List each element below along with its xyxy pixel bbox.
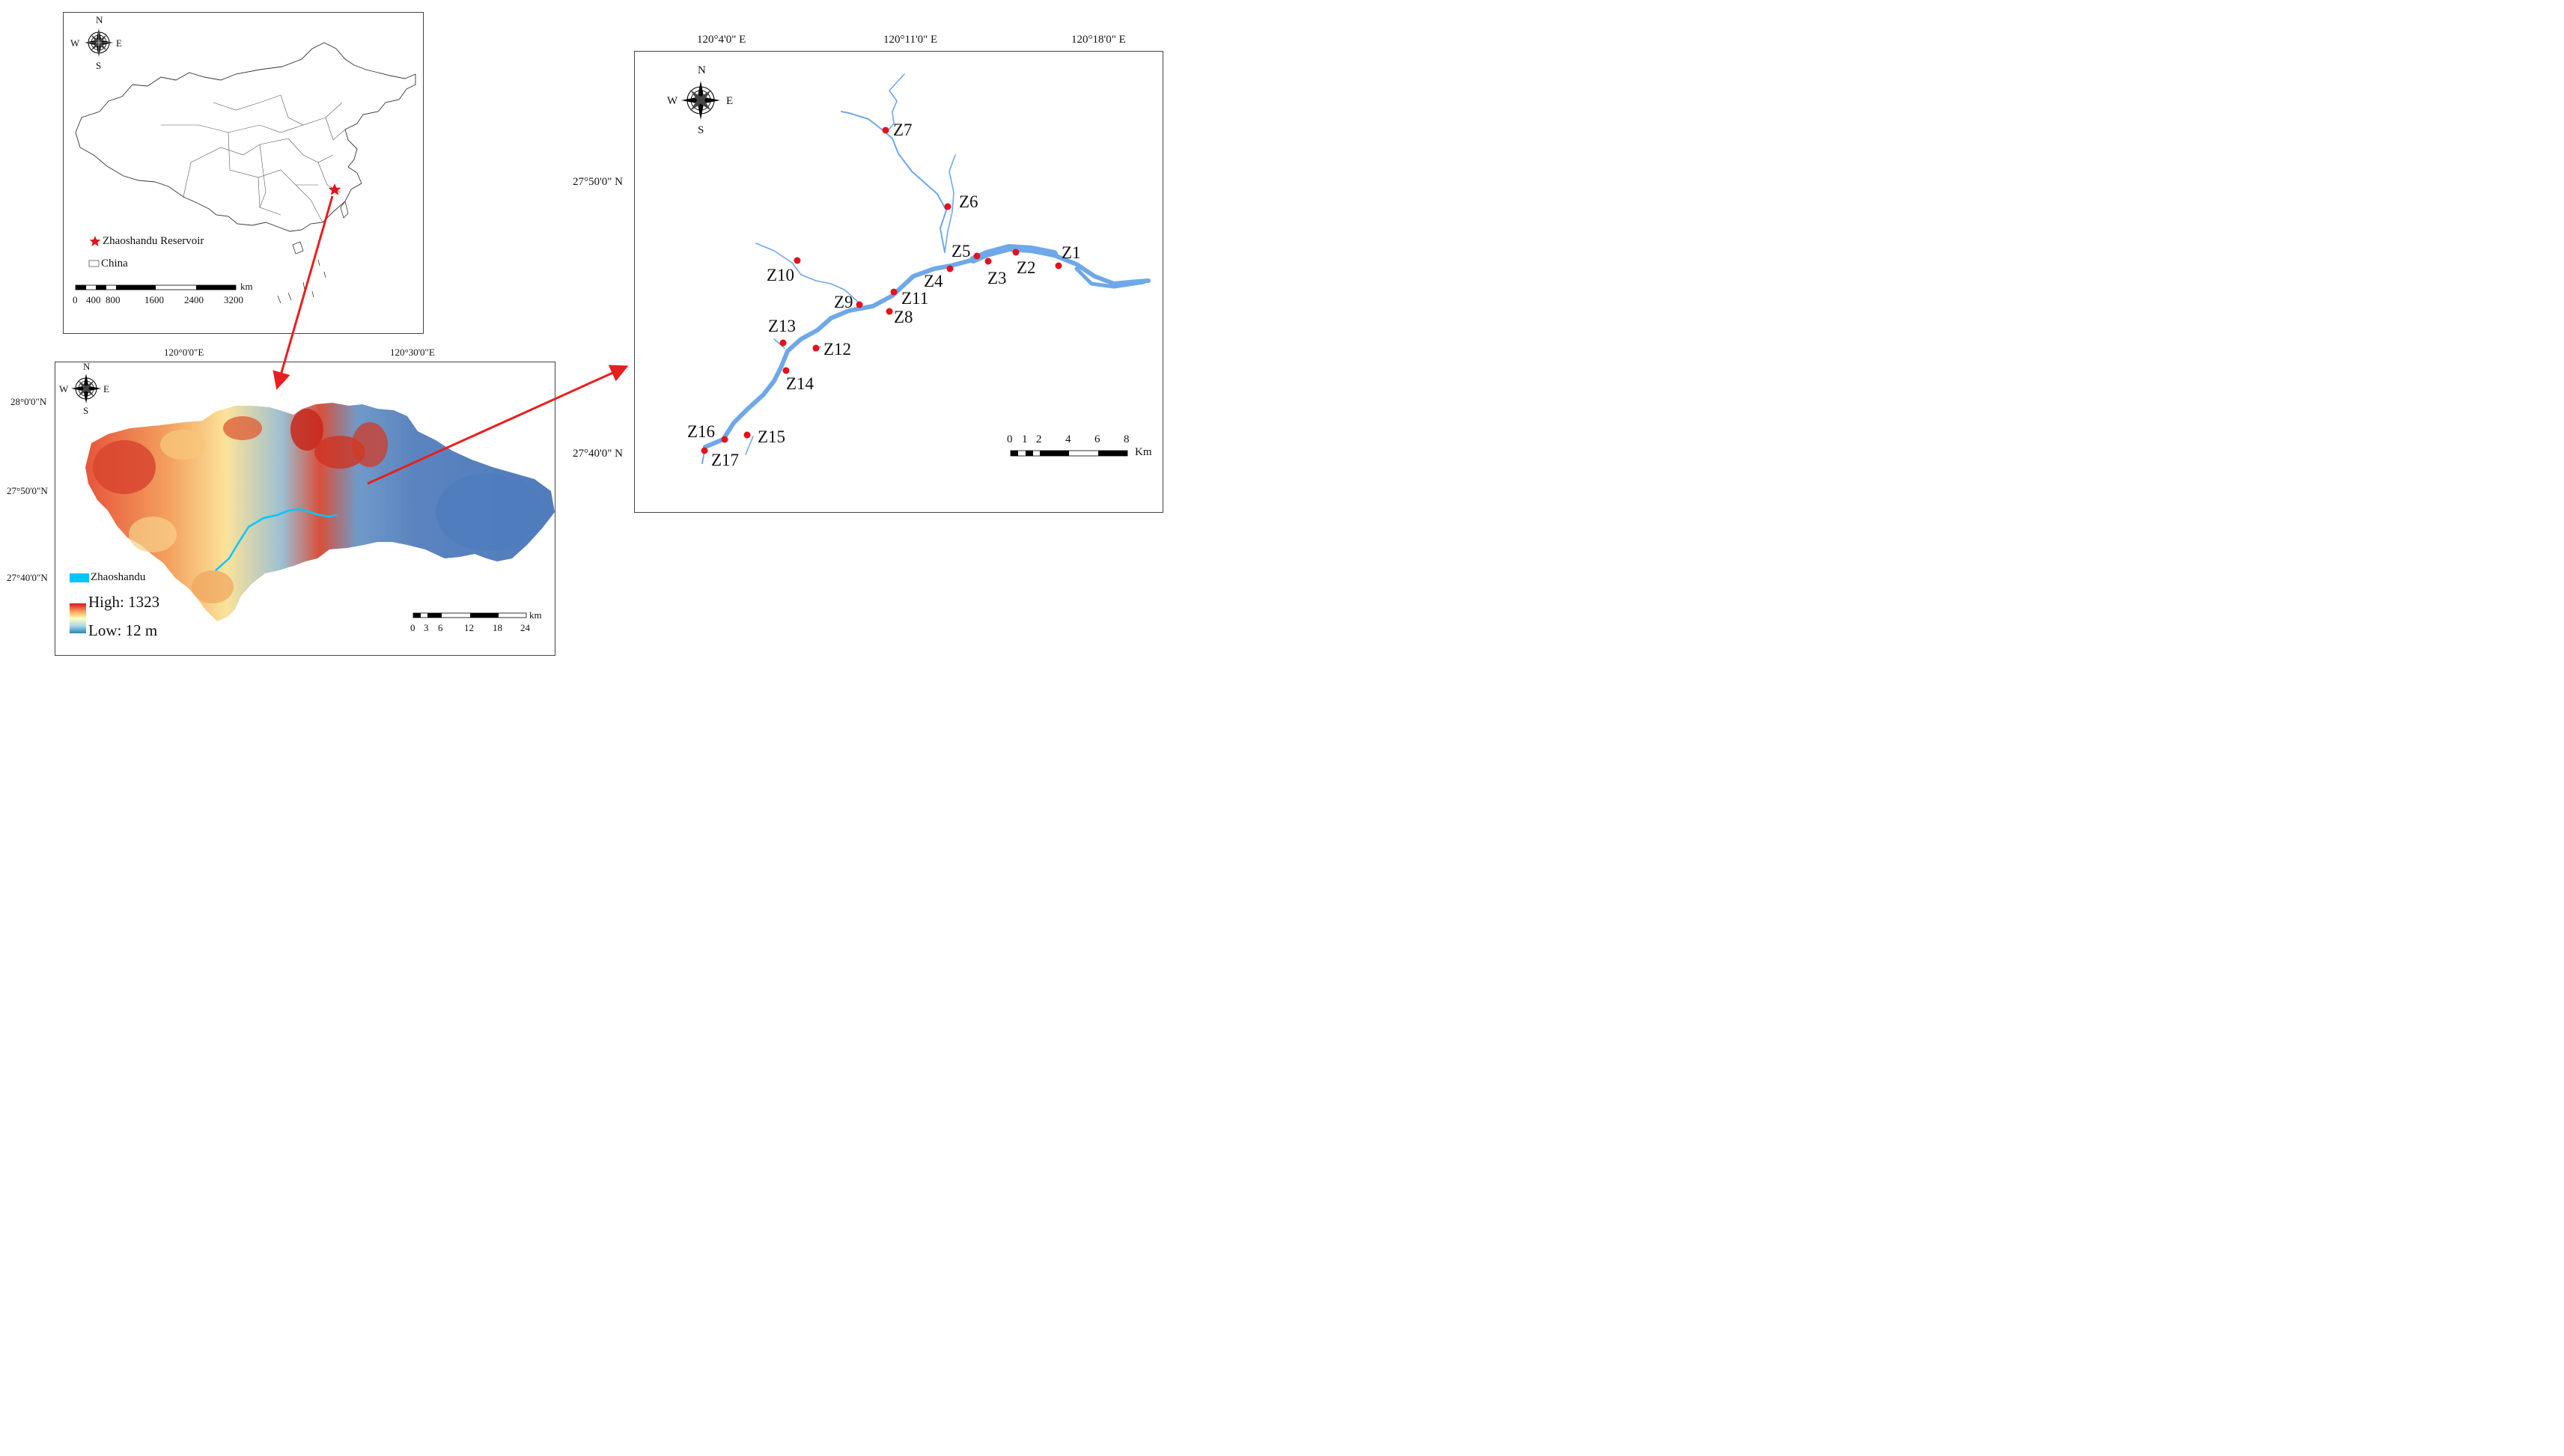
res-scale-tick: 0 (1007, 433, 1013, 445)
compass-n-label: N (698, 64, 706, 76)
dem-scale-unit: km (529, 609, 542, 621)
legend-zhaoshandu-swatch (70, 573, 89, 582)
res-scale-unit: Km (1135, 446, 1152, 458)
site-label-z8: Z8 (894, 308, 913, 326)
legend-china-label: China (101, 258, 128, 269)
res-lon-label: 120°11'0" E (883, 34, 938, 46)
dem-lat-label: 27°50'0"N (7, 485, 48, 496)
china-scale-unit: km (240, 281, 253, 292)
compass-e-label: E (116, 37, 122, 49)
dem-scale-tick: 18 (493, 622, 502, 633)
dem-lon-label: 120°30'0"E (390, 347, 435, 358)
china-compass-icon (84, 28, 114, 58)
compass-w-label: W (70, 37, 80, 49)
dem-lat-label: 28°0'0"N (10, 396, 47, 407)
res-scale-tick: 6 (1094, 433, 1100, 445)
compass-n-label: N (96, 14, 103, 25)
compass-w-label: W (59, 383, 69, 395)
dem-scale-tick: 24 (520, 622, 530, 633)
china-scale-tick: 2400 (184, 294, 204, 305)
res-scale-tick: 1 (1022, 433, 1028, 445)
china-scale-tick: 0 (73, 294, 78, 305)
legend-reservoir-label: Zhaoshandu Reservoir (103, 235, 204, 247)
compass-s-label: S (83, 405, 89, 416)
china-scale-tick: 400 (86, 294, 101, 305)
dem-scale-tick: 6 (438, 622, 443, 633)
site-marker-z4 (946, 265, 954, 272)
dem-scale-bar (412, 612, 527, 618)
site-marker-z14 (782, 367, 790, 374)
legend-high-label: High: 1323 (88, 593, 160, 611)
dem-scale-tick: 0 (410, 622, 415, 633)
compass-e-label: E (726, 95, 734, 107)
site-label-z7: Z7 (893, 121, 913, 139)
site-label-z12: Z12 (823, 340, 852, 359)
dem-scale-tick: 3 (424, 622, 429, 633)
site-marker-z9 (856, 301, 863, 308)
compass-s-label: S (698, 124, 704, 136)
site-marker-z5 (973, 252, 981, 260)
dem-elevation-map: N S E W Zhaoshandu High: 1323 Low: 12 m … (55, 361, 555, 656)
site-label-z2: Z2 (1017, 258, 1036, 277)
compass-e-label: E (103, 383, 109, 395)
site-marker-z8 (886, 308, 893, 315)
site-label-z5: Z5 (951, 242, 971, 261)
res-scale-tick: 4 (1065, 433, 1071, 445)
site-marker-z13 (779, 339, 787, 347)
res-scale-bar (1010, 450, 1128, 457)
site-marker-z15 (743, 431, 751, 439)
site-label-z11: Z11 (901, 289, 929, 308)
site-label-z9: Z9 (834, 293, 853, 311)
site-label-z1: Z1 (1062, 243, 1081, 262)
legend-star-icon (89, 236, 101, 246)
site-label-z6: Z6 (959, 192, 978, 211)
site-label-z16: Z16 (687, 422, 716, 441)
res-scale-tick: 2 (1036, 433, 1042, 445)
dem-lat-label: 27°40'0"N (7, 572, 48, 583)
dem-scale-tick: 12 (464, 622, 474, 633)
reservoir-sampling-map: N S E W Z1 Z2 Z3 Z4 Z5 Z6 Z7 Z8 Z9 Z10 Z… (634, 51, 1163, 513)
site-label-z15: Z15 (758, 427, 786, 446)
res-lon-label: 120°18'0" E (1071, 34, 1126, 46)
site-marker-z10 (794, 257, 801, 264)
site-label-z10: Z10 (767, 266, 795, 284)
res-lat-label: 27°40'0" N (573, 448, 623, 460)
compass-w-label: W (667, 95, 678, 107)
site-marker-z12 (812, 344, 820, 352)
site-marker-z3 (984, 258, 992, 265)
china-scale-tick: 800 (106, 294, 121, 305)
site-marker-z6 (944, 203, 951, 210)
legend-china-swatch (88, 260, 100, 267)
compass-s-label: S (96, 60, 102, 71)
china-location-map: N S E W Zhaoshandu Reservoir China km 0 … (63, 12, 424, 334)
site-label-z17: Z17 (711, 451, 740, 469)
site-label-z4: Z4 (924, 272, 943, 290)
dem-compass-icon (71, 374, 101, 403)
site-marker-z7 (882, 127, 889, 134)
legend-elevation-ramp (70, 603, 86, 633)
site-marker-z16 (721, 436, 728, 443)
china-scale-tick: 1600 (144, 294, 164, 305)
res-lon-label: 120°4'0" E (697, 34, 746, 46)
legend-zhaoshandu-label: Zhaoshandu (91, 571, 146, 583)
site-marker-z2 (1012, 249, 1020, 256)
china-scale-tick: 3200 (224, 294, 243, 305)
site-label-z14: Z14 (786, 374, 814, 393)
res-compass-icon (681, 81, 720, 120)
china-scale-bar (75, 284, 237, 290)
dem-lon-label: 120°0'0"E (164, 347, 204, 358)
site-label-z13: Z13 (768, 317, 797, 335)
res-scale-tick: 8 (1124, 433, 1130, 445)
reservoir-star-icon (328, 183, 341, 195)
site-marker-z11 (890, 288, 898, 296)
legend-low-label: Low: 12 m (88, 621, 158, 639)
reservoir-water-body (681, 73, 1151, 464)
compass-n-label: N (83, 361, 91, 372)
res-lat-label: 27°50'0" N (573, 176, 623, 188)
site-label-z3: Z3 (987, 269, 1007, 287)
site-marker-z1 (1055, 262, 1062, 269)
site-marker-z17 (701, 447, 708, 454)
